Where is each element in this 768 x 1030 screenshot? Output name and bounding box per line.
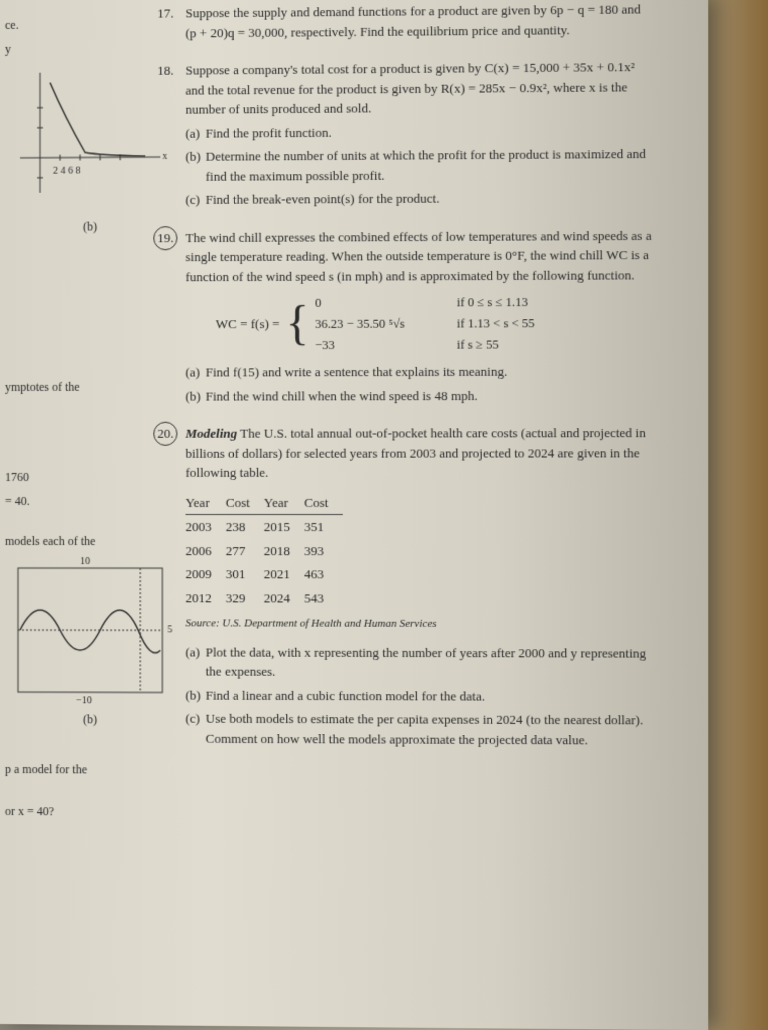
graph1-xticks: 2 4 6 8 [53,164,81,179]
piece2-val: 36.23 − 35.50 ⁵√s [315,314,457,333]
th-year1: Year [185,491,225,515]
problem-19-text: The wind chill expresses the combined ef… [185,225,651,286]
problem-20: 20. Modeling The U.S. total annual out-o… [185,423,651,750]
label-b-1: (b) [5,217,175,236]
label-c: (c) [185,190,200,210]
label-a: (a) [185,642,200,662]
problem-18-text: Suppose a company's total cost for a pro… [185,57,651,119]
problem-18a-text: Find the profit function. [206,124,332,140]
problem-18b: (b)Determine the number of units at whic… [206,144,652,186]
problem-20-number: 20. [157,424,173,444]
table-header-row: Year Cost Year Cost [185,491,342,515]
table-row: 20093012021463 [185,562,342,586]
problem-18c: (c)Find the break-even point(s) for the … [206,187,652,209]
label-b-2: (b) [5,710,175,729]
piecewise-cases: 0if 0 ≤ s ≤ 1.13 36.23 − 35.50 ⁵√sif 1.1… [315,293,535,354]
problem-20b-text: Find a linear and a cubic function model… [206,687,485,703]
problem-20c: (c)Use both models to estimate the per c… [206,709,652,750]
label-a: (a) [185,363,200,383]
problem-20-body: The U.S. total annual out-of-pocket heal… [185,425,645,480]
label-b: (b) [185,386,200,406]
wc-label: WC = f(s) = [216,314,280,334]
problem-20c-text: Use both models to estimate the per capi… [206,711,644,747]
problem-18a: (a)Find the profit function. [206,120,652,143]
problem-19: 19. The wind chill expresses the combine… [185,225,651,406]
th-cost1: Cost [226,491,264,515]
graph1-xvar: x [162,149,167,164]
piece1-cond: if 0 ≤ s ≤ 1.13 [457,293,528,312]
y-axis-label: y [5,39,175,58]
right-column: 17. Suppose the supply and demand functi… [185,0,672,768]
table-source: Source: U.S. Department of Health and Hu… [185,616,651,634]
table-row: 20062772018393 [185,539,342,563]
table-row: 20123292024543 [185,586,342,610]
problem-18b-text: Determine the number of units at which t… [206,146,646,183]
modeling-lead: Modeling [185,426,237,441]
label-b: (b) [185,685,200,705]
problem-20a: (a)Plot the data, with x representing th… [206,642,652,682]
piecewise-function: WC = f(s) = { 0if 0 ≤ s ≤ 1.13 36.23 − 3… [216,293,652,355]
problem-19b-text: Find the wind chill when the wind speed … [206,388,478,404]
problem-17-number: 17. [157,3,173,23]
problem-18: 18. Suppose a company's total cost for a… [185,57,651,210]
problem-19a: (a)Find f(15) and write a sentence that … [206,362,652,383]
fragment-ce: ce. [5,14,175,33]
problem-18c-text: Find the break-even point(s) for the pro… [206,191,440,207]
problem-17-text: Suppose the supply and demand functions … [185,0,651,42]
piece3-val: −33 [315,335,457,354]
problem-17: 17. Suppose the supply and demand functi… [185,0,651,42]
val-1760: 1760 [5,468,175,486]
label-c: (c) [185,709,200,729]
problem-19a-text: Find f(15) and write a sentence that exp… [206,364,508,380]
textbook-page: ce. y 2 4 6 8 x (b) ymptotes of the 17 [0,0,708,1030]
graph-1: 2 4 6 8 x [15,67,165,198]
g2-right: 5 [167,622,172,637]
graph-2: 10 5 −10 [10,560,170,701]
problem-20b: (b)Find a linear and a cubic function mo… [206,685,652,706]
label-b: (b) [185,147,200,167]
problem-19b: (b)Find the wind chill when the wind spe… [206,385,652,406]
model-for-fragment: p a model for the [5,760,175,779]
table-row: 20032382015351 [185,515,342,539]
piece2-cond: if 1.13 < s < 55 [457,314,535,333]
problem-19-number: 19. [157,228,173,248]
piece1-val: 0 [315,293,457,312]
th-cost2: Cost [304,491,342,515]
asymptotes-fragment: ymptotes of the [5,378,175,396]
graph-2-svg [10,560,170,701]
th-year2: Year [264,491,304,515]
bottom-fragment: or x = 40? [5,802,175,821]
label-a: (a) [185,123,200,143]
problem-20-text: Modeling The U.S. total annual out-of-po… [185,423,651,482]
g2-bottom: −10 [76,693,92,708]
problem-20a-text: Plot the data, with x representing the n… [206,644,646,679]
brace-icon: { [286,305,309,344]
piece3-cond: if s ≥ 55 [457,335,499,354]
graph-1-svg [15,67,165,198]
cost-table: Year Cost Year Cost 20032382015351 20062… [185,491,342,610]
problem-18-number: 18. [157,61,173,81]
val-40: = 40. [5,492,175,510]
models-fragment: models each of the [5,532,175,550]
left-column: ce. y 2 4 6 8 x (b) ymptotes of the 17 [0,0,180,1026]
g2-top: 10 [80,554,90,569]
